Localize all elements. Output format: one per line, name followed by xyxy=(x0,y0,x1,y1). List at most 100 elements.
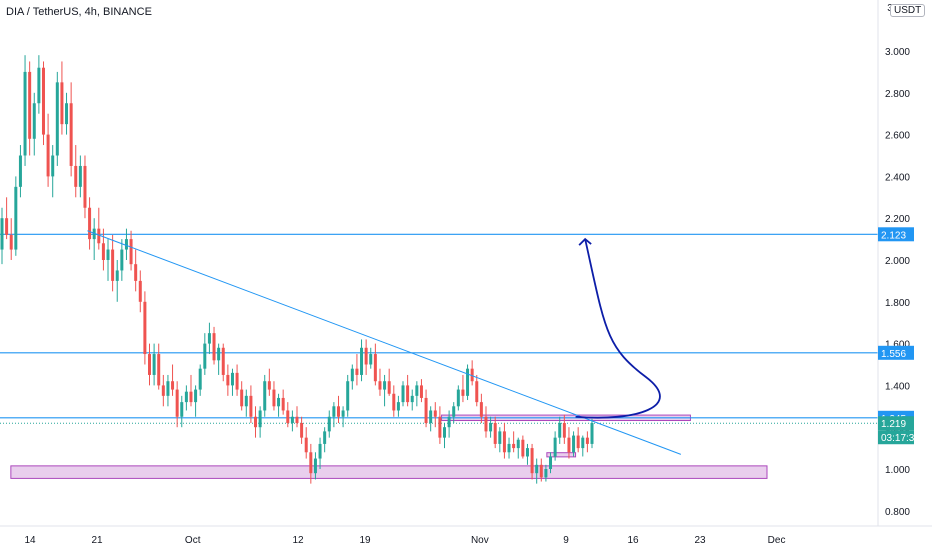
candle-body xyxy=(383,381,387,390)
candle xyxy=(433,402,437,428)
candle-body xyxy=(189,391,193,403)
candle-body xyxy=(65,103,69,125)
candle-body xyxy=(332,406,336,417)
candle-body xyxy=(124,239,128,250)
symbol-title[interactable]: DIA / TetherUS, 4h, BINANCE xyxy=(6,6,152,18)
candle xyxy=(470,360,474,386)
candle-body xyxy=(5,218,9,235)
candle-body xyxy=(419,385,423,398)
candle xyxy=(18,145,22,198)
zones xyxy=(10,414,768,479)
candle xyxy=(171,364,175,396)
price-label-countdown-bg xyxy=(878,430,914,445)
candle-body xyxy=(152,354,156,375)
candle-body xyxy=(290,416,294,424)
candle-body xyxy=(97,228,101,244)
candle-body xyxy=(373,354,377,382)
candle xyxy=(157,343,161,390)
candle xyxy=(443,423,446,449)
candle xyxy=(576,427,580,453)
candle-body xyxy=(443,427,446,438)
candle-body xyxy=(336,406,340,417)
price-axis[interactable]: 3.000 2.800 2.600 2.400 2.200 2.000 1.800 1.600… xyxy=(877,0,932,550)
candle-body xyxy=(9,234,13,250)
candle xyxy=(203,333,207,375)
candle xyxy=(489,416,493,438)
candle xyxy=(258,406,262,438)
time-tick-label: 21 xyxy=(91,535,103,546)
time-tick-label: Oct xyxy=(185,535,201,546)
time-tick-label: 23 xyxy=(694,535,706,546)
candle xyxy=(46,113,50,187)
candle-body xyxy=(521,439,525,457)
candle xyxy=(198,364,202,396)
candle xyxy=(124,228,128,260)
candle-body xyxy=(470,368,474,382)
candle-body xyxy=(489,423,493,432)
candle xyxy=(562,414,566,444)
candle-body xyxy=(138,280,142,302)
candle-body xyxy=(507,443,511,453)
time-axis[interactable]: 14 21 Oct 12 19 Nov 9 16 23 Dec xyxy=(0,525,932,546)
candle-body xyxy=(392,393,396,411)
price-tick-label: 0.800 xyxy=(885,507,910,518)
candle xyxy=(189,374,193,407)
candle xyxy=(535,458,539,484)
candle-body xyxy=(88,207,92,240)
candle xyxy=(295,406,299,428)
candles xyxy=(0,55,594,484)
candle-body xyxy=(406,385,410,403)
candle xyxy=(180,395,184,428)
descending-trendline xyxy=(87,230,682,455)
candle xyxy=(281,389,285,415)
candle xyxy=(516,437,520,459)
candle xyxy=(240,381,244,411)
candle xyxy=(336,395,340,424)
candle xyxy=(369,347,373,369)
candle xyxy=(373,343,377,386)
candle-body xyxy=(78,165,82,187)
candle-body xyxy=(203,343,207,369)
price-label-level-bg xyxy=(878,227,914,242)
candle xyxy=(244,389,248,417)
candle-body xyxy=(134,264,138,281)
price-label-countdown: 03:17:38 xyxy=(881,433,920,444)
candle-body xyxy=(498,431,502,444)
candle xyxy=(152,343,156,386)
candle xyxy=(32,92,36,156)
candle-body xyxy=(129,239,133,265)
candle-body xyxy=(235,372,239,390)
candle-body xyxy=(295,416,299,424)
currency-badge[interactable]: USDT xyxy=(890,4,926,17)
candle-body xyxy=(41,67,45,135)
candle-body xyxy=(46,134,50,177)
candle xyxy=(300,416,304,444)
candle-body xyxy=(207,333,211,344)
candle xyxy=(51,145,55,198)
candle xyxy=(230,368,234,396)
candle-body xyxy=(318,443,322,459)
candle xyxy=(78,155,82,198)
candle-body xyxy=(572,435,576,453)
time-tick-label: Nov xyxy=(471,535,489,546)
candle xyxy=(355,354,359,386)
candle-body xyxy=(161,385,165,396)
price-tick-label: 1.800 xyxy=(885,298,910,309)
candle-body xyxy=(14,186,18,250)
price-label-last-bg xyxy=(878,416,914,431)
candle-body xyxy=(230,372,234,386)
candle xyxy=(92,218,96,260)
candle xyxy=(572,431,576,457)
candle-body xyxy=(217,347,221,361)
candle xyxy=(272,381,276,411)
candle xyxy=(364,339,368,375)
candle-body xyxy=(452,406,456,417)
candle-body xyxy=(304,437,308,453)
price-axis-bg xyxy=(878,0,932,550)
candle xyxy=(74,145,78,198)
candle-body xyxy=(51,155,55,177)
candle-body xyxy=(558,423,562,438)
candle-body xyxy=(323,431,327,444)
